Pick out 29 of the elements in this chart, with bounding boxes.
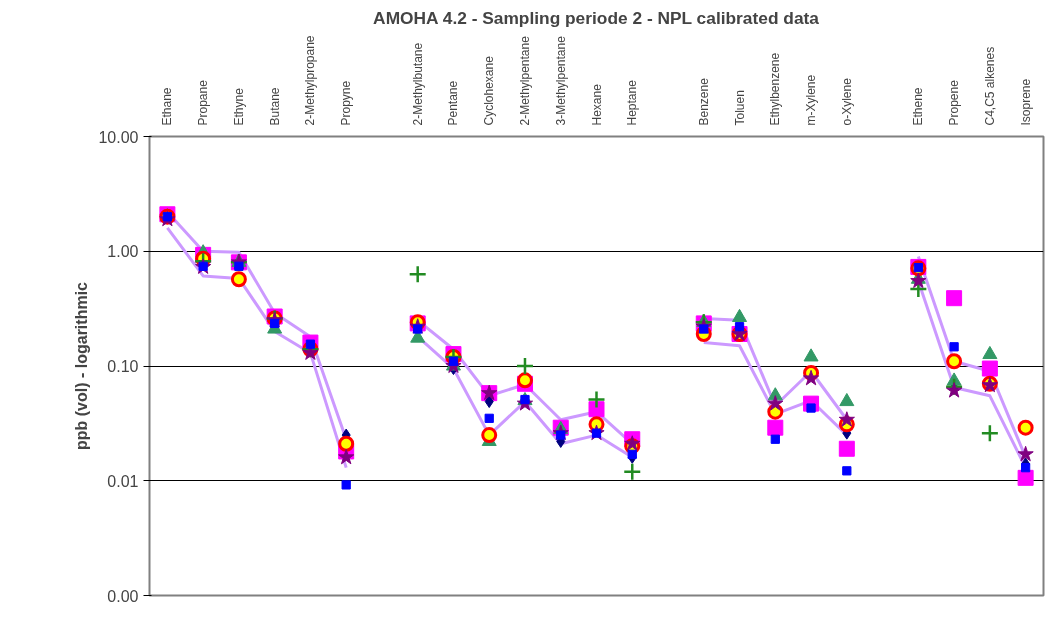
x-tick-label: Ethyne — [231, 87, 246, 126]
x-tick-label: Butane — [267, 87, 282, 126]
y-axis-title: ppb (vol) - logarithmic — [73, 281, 91, 450]
y-tick-label: 1.00 — [107, 243, 139, 261]
x-tick-label: m-Xylene — [804, 74, 819, 126]
x-tick-label: o-Xylene — [839, 77, 854, 126]
x-tick-label: Cyclohexane — [482, 55, 497, 126]
y-tick-label: 0.10 — [107, 358, 139, 375]
x-tick-label: Toluen — [732, 90, 747, 126]
x-tick-label: Heptane — [625, 79, 640, 126]
chart-title: AMOHA 4.2 - Sampling periode 2 - NPL calibrated data — [373, 7, 820, 28]
x-tick-label: 2-Methylpropane — [303, 35, 318, 126]
x-tick-label: Benzene — [696, 77, 711, 126]
x-tick-label: Pentane — [446, 80, 461, 126]
x-tick-label: 3-Methylpentane — [553, 35, 568, 126]
x-tick-label: Propane — [196, 79, 211, 126]
y-tick-label: 0.00 — [107, 587, 139, 605]
x-tick-label: Propyne — [339, 80, 354, 126]
y-tick-label: 10.00 — [98, 128, 139, 146]
x-tick-label: 2-Methylbutane — [410, 42, 425, 126]
x-tick-label: Ethylbenzene — [768, 52, 783, 126]
x-tick-label: 2-Methylpentane — [517, 35, 532, 126]
x-tick-label: Isoprene — [1018, 78, 1033, 126]
y-tick-label: 0.01 — [107, 472, 139, 490]
x-tick-label: Propene — [947, 79, 962, 126]
x-tick-label: Hexane — [589, 83, 604, 126]
x-tick-label: Ethane — [160, 87, 175, 126]
x-tick-label: C4,C5 alkenes — [982, 46, 997, 126]
x-tick-label: Ethene — [911, 87, 926, 126]
